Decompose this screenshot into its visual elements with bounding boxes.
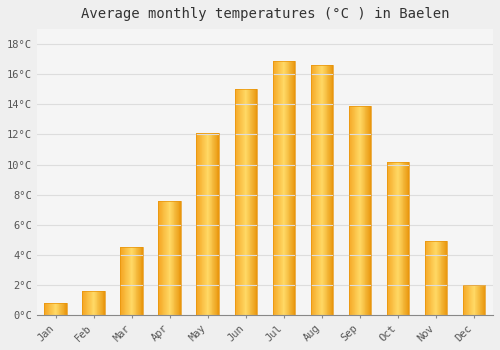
Bar [120, 247, 144, 315]
Bar [234, 89, 258, 315]
Bar [424, 241, 448, 315]
Bar [462, 285, 485, 315]
Bar [310, 65, 334, 315]
Bar [44, 303, 67, 315]
Title: Average monthly temperatures (°C ) in Baelen: Average monthly temperatures (°C ) in Ba… [80, 7, 449, 21]
Bar [348, 106, 372, 315]
Bar [272, 61, 295, 315]
Bar [386, 162, 409, 315]
Bar [82, 291, 105, 315]
Bar [196, 133, 220, 315]
Bar [158, 201, 182, 315]
